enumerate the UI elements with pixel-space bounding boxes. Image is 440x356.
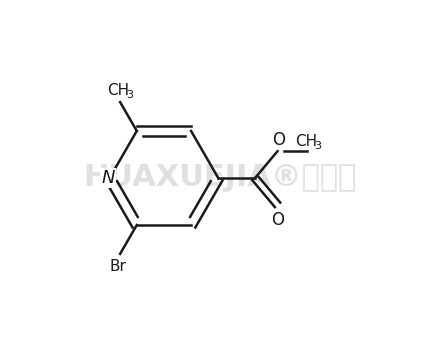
Text: N: N xyxy=(101,169,114,187)
Text: 3: 3 xyxy=(314,141,321,151)
Text: O: O xyxy=(272,131,285,150)
Text: CH: CH xyxy=(107,83,129,98)
Text: 3: 3 xyxy=(126,90,133,100)
Text: CH: CH xyxy=(296,135,318,150)
Text: O: O xyxy=(271,211,284,229)
Text: Br: Br xyxy=(110,259,127,274)
Text: HUAXUEJIA®化学加: HUAXUEJIA®化学加 xyxy=(83,163,357,193)
